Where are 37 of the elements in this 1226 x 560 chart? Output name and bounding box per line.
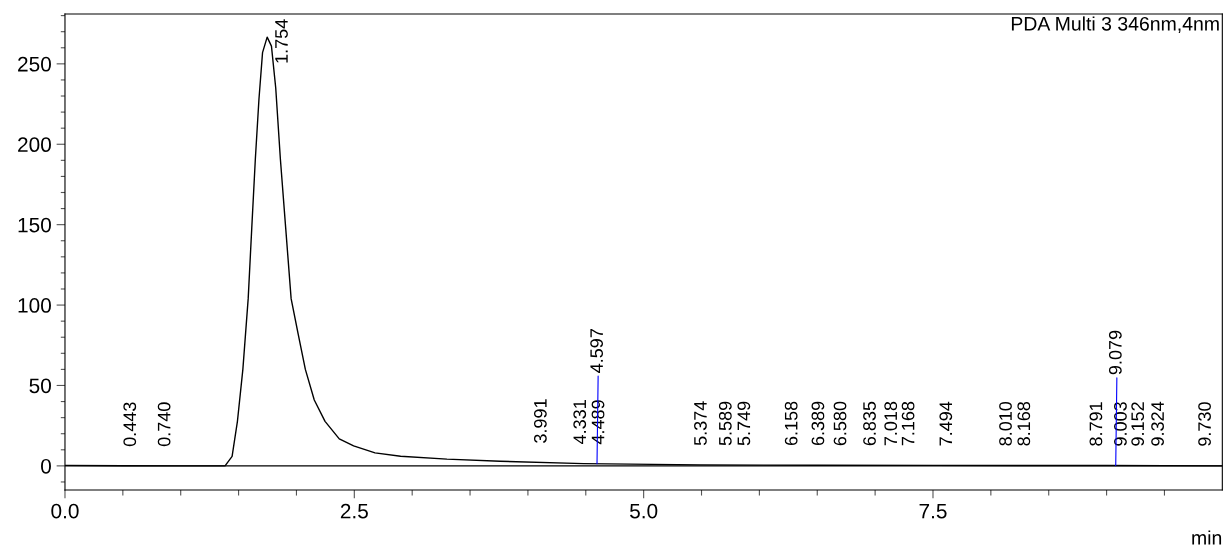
annotation: 5.749 <box>737 401 751 446</box>
x-axis-title: min <box>1192 530 1222 545</box>
annotation: 0.443 <box>123 402 137 447</box>
annotation: 4.331 <box>573 400 587 445</box>
y-tick-label: 150 <box>18 217 51 233</box>
y-tick-label: 0 <box>41 458 51 474</box>
x-tick-label: 2.5 <box>340 503 368 519</box>
annotation: 0.740 <box>157 402 171 447</box>
annotation: 5.374 <box>694 401 707 446</box>
annotation: 7.168 <box>901 401 915 446</box>
annotation: 9.730 <box>1198 402 1211 446</box>
annotation: 9.152 <box>1131 402 1145 446</box>
annotation: 8.168 <box>1017 401 1031 446</box>
annotation: 9.003 <box>1114 402 1127 446</box>
annotation: 9.079 <box>1108 330 1122 375</box>
x-tick-label: 5.0 <box>630 503 658 519</box>
annotation: 6.158 <box>784 401 798 446</box>
y-tick-label: 100 <box>18 298 51 313</box>
x-tick-label: 0.0 <box>51 503 79 519</box>
y-tick-label: 250 <box>18 56 51 72</box>
annotation: 3.991 <box>533 399 547 443</box>
annotation: 9.324 <box>1151 401 1164 446</box>
annotation: 4.597 <box>590 329 604 373</box>
annotation: 7.494 <box>939 401 953 446</box>
annotation: 6.389 <box>811 401 825 446</box>
chart-title: PDA Multi 3 346nm,4nm <box>1011 16 1219 33</box>
annotation: 6.835 <box>863 401 876 446</box>
annotation: 7.018 <box>884 401 898 446</box>
y-tick-label: 50 <box>29 378 51 394</box>
annotation: 1.754 <box>275 19 288 63</box>
x-tick-label: 7.5 <box>919 503 947 519</box>
annotation: 6.580 <box>833 401 847 446</box>
y-tick-label: 200 <box>18 137 51 153</box>
annotation: 8.010 <box>999 401 1012 446</box>
annotation: 5.589 <box>718 401 732 446</box>
annotation: 8.791 <box>1089 402 1103 446</box>
annotation: 4.489 <box>591 400 605 445</box>
